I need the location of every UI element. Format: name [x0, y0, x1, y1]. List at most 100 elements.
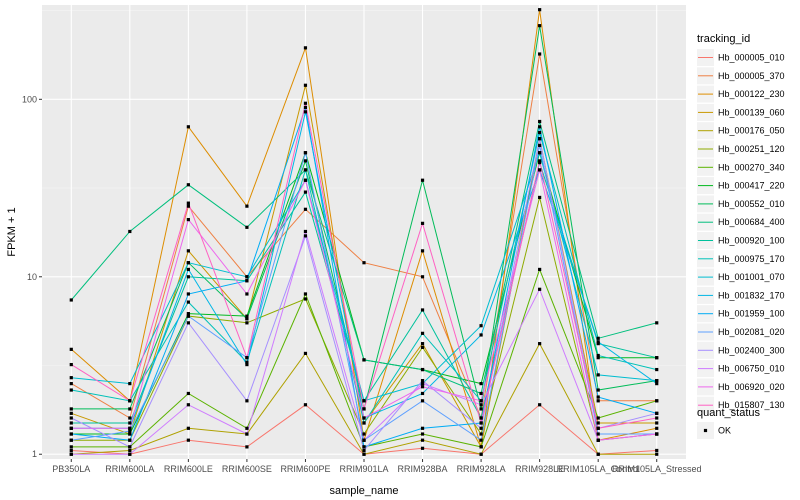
- data-point: [596, 421, 600, 425]
- legend-shape-point: [703, 428, 708, 433]
- data-point: [420, 331, 425, 335]
- data-point: [245, 204, 249, 208]
- y-tick-label: 100: [22, 94, 37, 104]
- legend-shape-title: quant_status: [697, 407, 760, 419]
- data-point: [245, 275, 249, 279]
- data-point: [420, 446, 425, 450]
- data-point: [303, 105, 308, 110]
- data-point: [538, 195, 542, 200]
- data-point: [596, 416, 600, 420]
- data-point: [69, 452, 73, 456]
- data-point: [69, 347, 73, 351]
- data-point: [186, 249, 190, 253]
- data-point: [420, 178, 425, 182]
- x-tick-label: RRIM105LA_Stressed: [612, 464, 702, 474]
- data-point: [128, 452, 132, 456]
- data-point: [303, 178, 308, 182]
- data-point: [538, 137, 542, 141]
- x-tick-label: RRIM600LE: [164, 464, 213, 474]
- data-point: [479, 391, 483, 396]
- data-point: [420, 342, 425, 346]
- legend-label: Hb_001001_070: [718, 272, 785, 282]
- data-point: [538, 24, 542, 28]
- legend-label: Hb_015807_130: [718, 400, 785, 410]
- data-point: [186, 438, 190, 442]
- data-point: [479, 399, 483, 403]
- data-point: [655, 448, 659, 453]
- data-point: [479, 438, 483, 442]
- data-point: [186, 391, 190, 396]
- legend-color-items: Hb_000005_010 Hb_000005_370 Hb_000122_230 H…: [697, 49, 785, 414]
- data-point: [245, 426, 249, 430]
- data-point: [479, 426, 483, 430]
- data-point: [245, 432, 249, 436]
- legend-label: Hb_001832_170: [718, 290, 785, 300]
- x-tick-label: RRIM600PE: [280, 464, 330, 474]
- data-point: [303, 159, 308, 163]
- data-point: [420, 399, 425, 403]
- y-axis: 1 10 100: [22, 94, 42, 459]
- data-point: [186, 183, 190, 187]
- data-point: [186, 201, 190, 205]
- data-point: [128, 438, 132, 442]
- data-point: [655, 432, 659, 436]
- data-point: [655, 321, 659, 325]
- legend-label: Hb_002081_020: [718, 327, 785, 337]
- data-point: [362, 407, 366, 411]
- data-point: [596, 388, 600, 392]
- data-point: [245, 356, 249, 360]
- data-point: [538, 403, 542, 407]
- data-point: [128, 448, 132, 453]
- data-point: [596, 438, 600, 442]
- series-points: [69, 8, 659, 456]
- data-point: [69, 298, 73, 302]
- data-point: [362, 399, 366, 403]
- data-point: [69, 362, 73, 367]
- data-point: [186, 314, 190, 318]
- data-point: [245, 279, 249, 283]
- data-point: [69, 438, 73, 442]
- data-point: [538, 159, 542, 163]
- data-point: [362, 261, 366, 265]
- legend-label: Hb_000176_050: [718, 126, 785, 136]
- data-point: [303, 234, 308, 238]
- legend-label: Hb_000552_010: [718, 199, 785, 209]
- data-point: [245, 399, 249, 403]
- data-point: [479, 416, 483, 420]
- data-point: [596, 452, 600, 456]
- data-point: [186, 312, 190, 316]
- data-point: [655, 452, 659, 456]
- legend-label: Hb_006920_020: [718, 382, 785, 392]
- legend-shape-items: OK: [697, 422, 731, 439]
- x-tick-label: RRIM600LA: [105, 464, 154, 474]
- data-point: [420, 426, 425, 430]
- data-point: [303, 190, 308, 194]
- data-point: [69, 445, 73, 449]
- data-point: [303, 101, 308, 105]
- data-point: [596, 373, 600, 377]
- data-point: [538, 168, 542, 172]
- data-point: [362, 438, 366, 442]
- data-point: [303, 403, 308, 407]
- data-point: [245, 314, 249, 318]
- data-point: [655, 426, 659, 430]
- data-point: [538, 8, 542, 12]
- data-point: [69, 388, 73, 392]
- legend-label: Hb_000122_230: [718, 89, 785, 99]
- data-point: [245, 362, 249, 367]
- data-point: [128, 399, 132, 403]
- x-tick-label: RRIM105LA_Control: [557, 464, 640, 474]
- legend-label: Hb_000139_060: [718, 107, 785, 117]
- data-point: [596, 399, 600, 403]
- legend-color-title: tracking_id: [697, 33, 750, 45]
- data-point: [420, 275, 425, 279]
- data-point: [303, 207, 308, 211]
- data-point: [128, 382, 132, 386]
- data-point: [69, 421, 73, 425]
- data-point: [596, 426, 600, 430]
- data-point: [479, 421, 483, 425]
- data-point: [479, 407, 483, 411]
- data-point: [303, 351, 308, 355]
- data-point: [69, 407, 73, 411]
